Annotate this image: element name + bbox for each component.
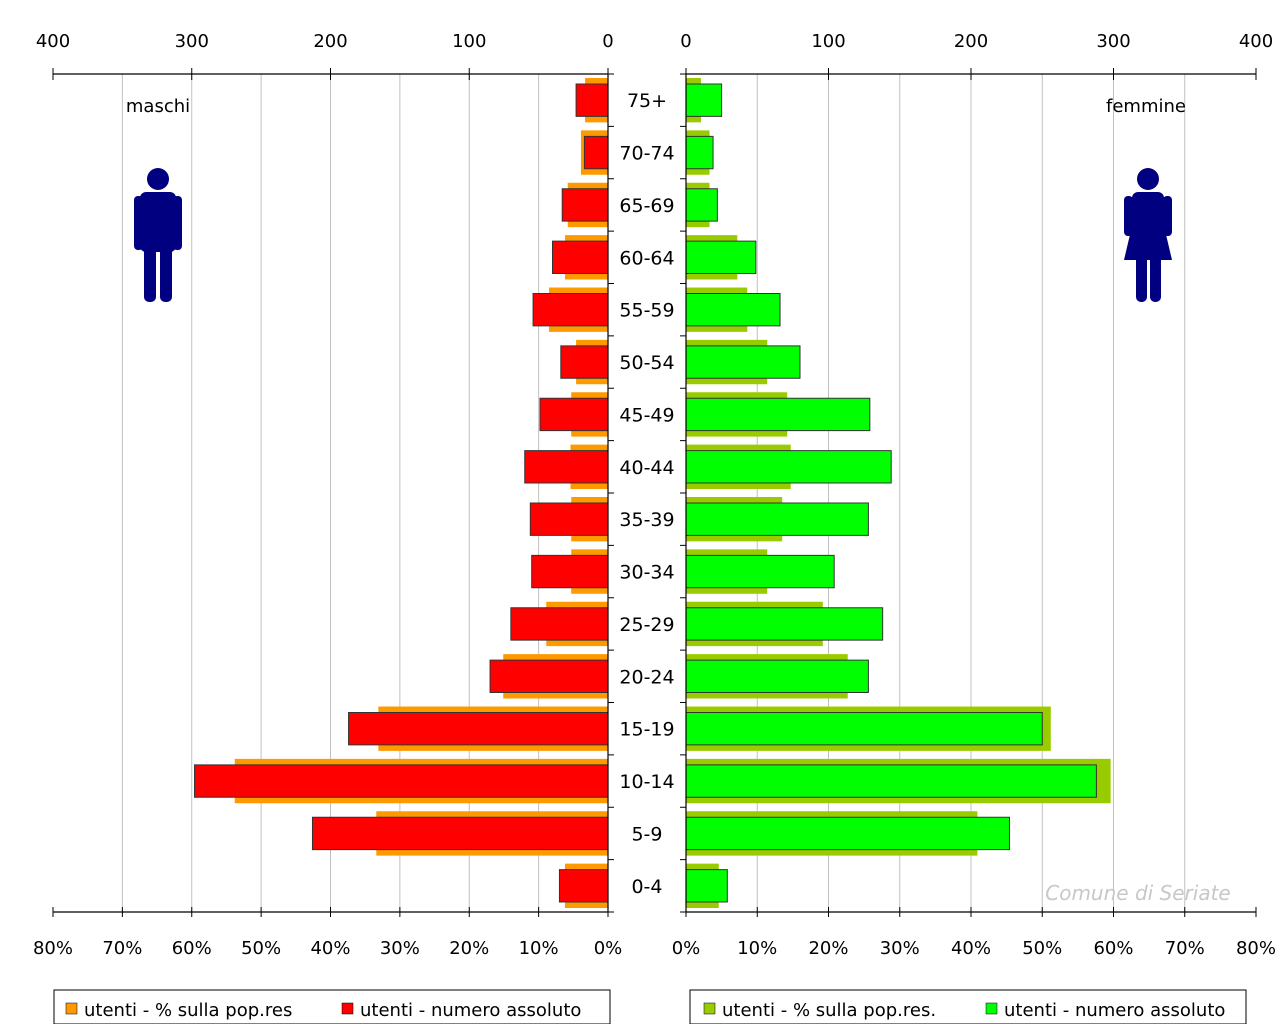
bottom-tick-label-right: 10% bbox=[737, 938, 777, 959]
category-label: 45-49 bbox=[619, 404, 674, 426]
bar-male-count bbox=[348, 712, 609, 746]
legend-left: utenti - % sulla pop.res utenti - numero… bbox=[53, 989, 611, 1025]
category-label: 5-9 bbox=[631, 823, 662, 845]
top-tick-label-left: 300 bbox=[175, 31, 209, 52]
bar-male-count bbox=[532, 293, 609, 327]
bar-female-count bbox=[685, 293, 781, 327]
legend-label-female-count: utenti - numero assoluto bbox=[1004, 1000, 1225, 1021]
bar-female-count bbox=[685, 712, 1043, 746]
bottom-tick-label-right: 80% bbox=[1236, 938, 1276, 959]
bar-female-count bbox=[685, 659, 869, 693]
bottom-tick-label-right: 30% bbox=[880, 938, 920, 959]
bottom-tick-label-right: 40% bbox=[951, 938, 991, 959]
bar-female-count bbox=[685, 607, 884, 641]
bar-female-count bbox=[685, 869, 728, 903]
bar-male-count bbox=[531, 554, 609, 589]
bar-female-count bbox=[685, 135, 714, 170]
legend-swatch-female-count bbox=[985, 1002, 998, 1015]
legend-label-male-percent: utenti - % sulla pop.res bbox=[84, 1000, 292, 1021]
legend-swatch-female-percent bbox=[703, 1002, 716, 1015]
bottom-tick-label-right: 50% bbox=[1022, 938, 1062, 959]
bar-female-count bbox=[685, 188, 718, 222]
bottom-tick-label-right: 70% bbox=[1165, 938, 1205, 959]
bar-female-count bbox=[685, 397, 871, 432]
bar-male-count bbox=[194, 764, 609, 798]
top-tick-label-right: 200 bbox=[954, 31, 988, 52]
bar-female-count bbox=[685, 502, 869, 536]
bar-male-count bbox=[561, 188, 609, 222]
bar-female-count bbox=[685, 816, 1010, 851]
axes-layer: 400 300 200 100 0 0 100 200 300 400 80% 70% 60% 50% 40… bbox=[33, 31, 1276, 959]
watermark-text: Comune di Seriate bbox=[1045, 881, 1231, 905]
category-label: 50-54 bbox=[619, 352, 674, 374]
bar-female-count bbox=[685, 345, 801, 379]
bottom-tick-label-right: 0% bbox=[672, 938, 701, 959]
category-label: 55-59 bbox=[619, 300, 674, 322]
bar-male-count bbox=[489, 659, 609, 693]
male-panel-label: maschi bbox=[126, 96, 190, 117]
bottom-tick-label-left: 70% bbox=[102, 938, 142, 959]
bottom-tick-label-left: 80% bbox=[33, 938, 73, 959]
top-tick-label-left: 100 bbox=[452, 31, 486, 52]
bars-layer bbox=[194, 78, 1111, 908]
bar-male-count bbox=[558, 869, 609, 903]
bar-male-count bbox=[539, 397, 609, 432]
top-tick-label-right: 100 bbox=[811, 31, 845, 52]
bottom-tick-label-right: 20% bbox=[808, 938, 848, 959]
legend-swatch-male-count bbox=[341, 1002, 354, 1015]
bar-male-count bbox=[560, 345, 609, 379]
category-label: 30-34 bbox=[619, 562, 674, 584]
male-person-icon bbox=[134, 168, 182, 302]
legend-label-female-percent: utenti - % sulla pop.res. bbox=[722, 1000, 936, 1021]
bar-female-count bbox=[685, 764, 1097, 798]
top-tick-label-left: 200 bbox=[313, 31, 347, 52]
grid-layer bbox=[121, 74, 1186, 912]
bar-female-count bbox=[685, 240, 757, 274]
bottom-tick-label-left: 60% bbox=[172, 938, 212, 959]
top-tick-label-right: 400 bbox=[1239, 31, 1273, 52]
top-tick-label-left: 0 bbox=[602, 31, 613, 52]
bar-male-count bbox=[529, 502, 609, 536]
category-label: 10-14 bbox=[619, 771, 674, 793]
bar-female-count bbox=[685, 450, 892, 484]
category-label: 25-29 bbox=[619, 614, 674, 636]
category-label: 60-64 bbox=[619, 247, 674, 269]
category-label: 20-24 bbox=[619, 666, 674, 688]
bar-male-count bbox=[575, 83, 609, 117]
legend-label-male-count: utenti - numero assoluto bbox=[360, 1000, 581, 1021]
top-tick-label-right: 0 bbox=[680, 31, 691, 52]
bar-male-count bbox=[311, 816, 609, 851]
female-panel-label: femmine bbox=[1106, 96, 1186, 117]
category-labels: 75+ 70-74 65-69 60-64 55-59 50-54 45-49 40-44 35… bbox=[619, 90, 674, 898]
bottom-tick-label-left: 20% bbox=[449, 938, 489, 959]
legend-swatch-male-percent bbox=[65, 1002, 78, 1015]
bottom-tick-label-right: 60% bbox=[1093, 938, 1133, 959]
category-label: 65-69 bbox=[619, 195, 674, 217]
legend-right: utenti - % sulla pop.res. utenti - numer… bbox=[689, 989, 1247, 1025]
category-label: 0-4 bbox=[631, 876, 662, 898]
female-person-icon bbox=[1124, 168, 1172, 302]
bottom-tick-label-left: 40% bbox=[310, 938, 350, 959]
bar-female-count bbox=[685, 83, 723, 117]
bottom-tick-label-left: 50% bbox=[241, 938, 281, 959]
top-tick-label-left: 400 bbox=[36, 31, 70, 52]
bar-female-count bbox=[685, 554, 835, 589]
bottom-tick-label-left: 0% bbox=[594, 938, 623, 959]
bottom-tick-label-left: 30% bbox=[380, 938, 420, 959]
bar-male-count bbox=[552, 240, 609, 274]
category-label: 35-39 bbox=[619, 509, 674, 531]
bar-male-count bbox=[524, 450, 609, 484]
category-label: 70-74 bbox=[619, 143, 674, 165]
bar-male-count bbox=[510, 607, 609, 641]
category-label: 15-19 bbox=[619, 719, 674, 741]
bottom-tick-label-left: 10% bbox=[519, 938, 559, 959]
bar-male-count bbox=[583, 135, 609, 170]
top-tick-label-right: 300 bbox=[1096, 31, 1130, 52]
category-label: 40-44 bbox=[619, 457, 674, 479]
category-label: 75+ bbox=[627, 90, 667, 112]
